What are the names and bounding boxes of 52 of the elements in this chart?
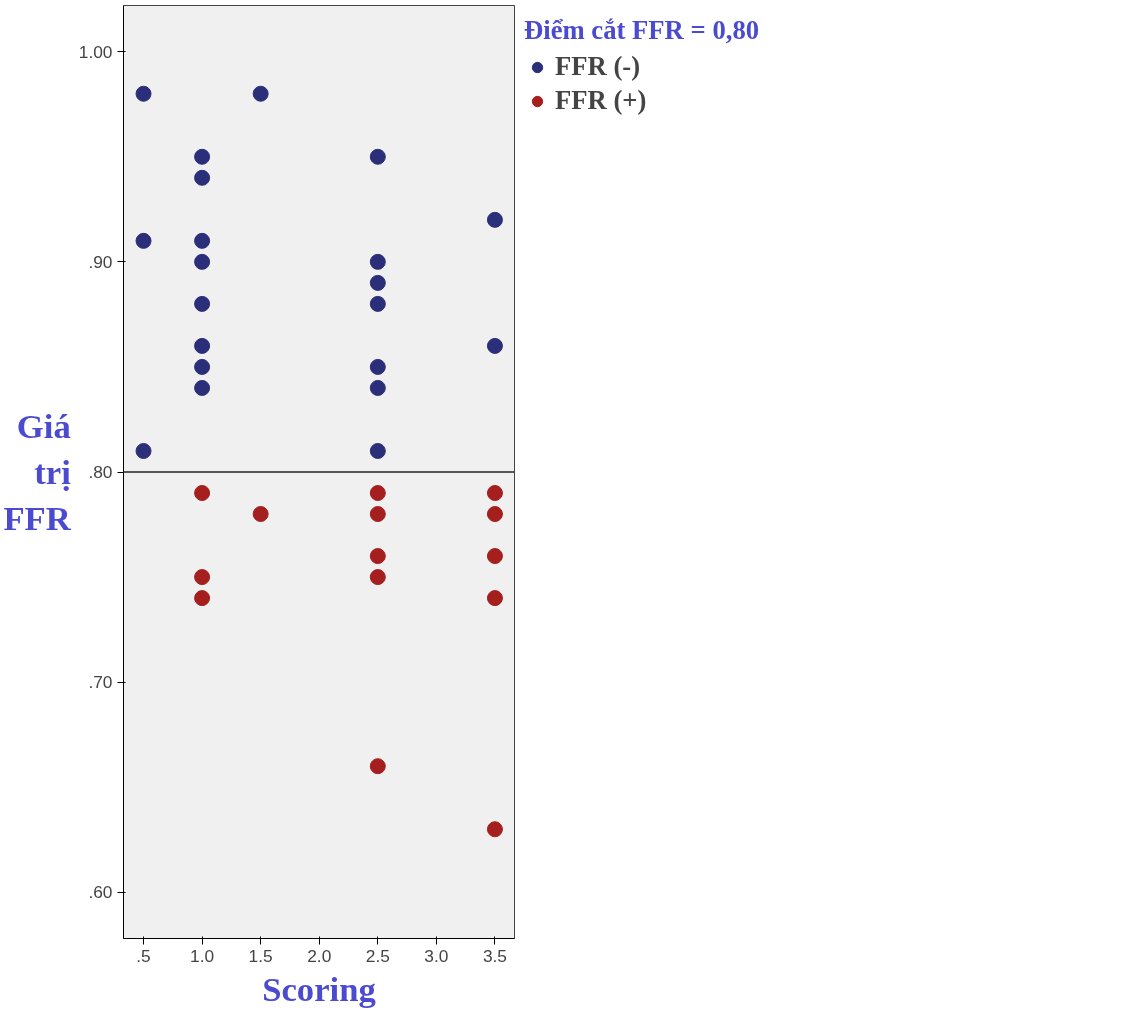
point [252, 85, 269, 102]
x-tick-label: 2.0 [307, 945, 332, 966]
point [369, 443, 386, 459]
x-tick-label: 3.0 [424, 945, 449, 966]
point [486, 590, 503, 607]
point [369, 358, 386, 375]
point [194, 337, 211, 354]
point [135, 443, 152, 459]
x-tick-label: 2.5 [365, 945, 390, 966]
x-axis-title: Scoring [262, 969, 376, 1008]
legend-label: FFR (+) [555, 85, 647, 116]
point [486, 821, 503, 838]
point [194, 232, 211, 249]
point [194, 590, 211, 607]
point [194, 148, 211, 165]
point [194, 569, 211, 586]
point [252, 506, 269, 523]
y-axis-title: Giá trị FFR [3, 407, 72, 537]
point [194, 379, 211, 396]
point [369, 569, 386, 586]
y-tick-label: 1.00 [78, 41, 113, 62]
point [369, 253, 386, 270]
point [369, 485, 386, 501]
point [486, 548, 503, 565]
point [194, 358, 211, 375]
point [194, 253, 211, 270]
point [369, 295, 386, 312]
point [369, 758, 386, 775]
point [194, 295, 211, 312]
point [486, 485, 503, 501]
point [369, 506, 386, 523]
y-tick-label: .80 [88, 462, 113, 482]
legend-label: FFR (-) [555, 51, 641, 82]
point [486, 506, 503, 523]
point [135, 85, 152, 102]
point [194, 485, 211, 501]
point [194, 169, 211, 186]
point [135, 232, 152, 249]
y-tick-label: .90 [88, 251, 113, 272]
point [369, 274, 386, 291]
x-tick-label: 1.5 [248, 945, 273, 966]
point [369, 148, 386, 165]
point [486, 337, 503, 354]
y-tick-label: .60 [88, 882, 113, 903]
x-tick-label: .5 [136, 945, 151, 966]
x-tick-label: 1.0 [190, 945, 215, 966]
y-tick-label: .70 [88, 672, 113, 693]
x-tick-label: 3.5 [482, 945, 507, 966]
point [369, 379, 386, 396]
point [486, 211, 503, 228]
point [369, 548, 386, 565]
legend-title: Điểm cắt FFR = 0,80 [524, 15, 760, 46]
